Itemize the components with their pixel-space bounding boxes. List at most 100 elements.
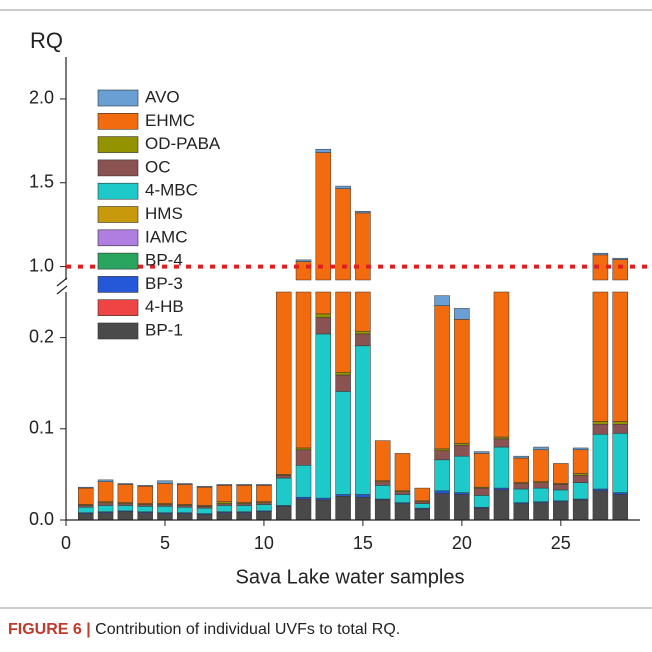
bar-segment [275,291,292,475]
bar-segment [275,506,292,521]
bar-segment [78,505,94,508]
legend-label: EHMC [145,111,195,130]
bar-segment [434,448,450,451]
bar-segment [256,502,272,505]
bar-segment [592,291,609,422]
bar-segment [572,447,589,451]
bar-segment [315,317,332,335]
bar-segment [295,259,312,262]
legend-label: BP-3 [145,274,183,293]
bar-segment [434,493,450,521]
bar-segment [493,487,510,491]
bar-segment [335,372,351,376]
legend-label: 4-HB [145,297,184,316]
bar-segment [473,451,490,454]
bar-segment [355,494,371,498]
bar-segment [454,443,470,446]
legend-label: IAMC [145,227,188,246]
bar-segment [335,391,351,495]
bar-segment [355,212,371,281]
bar-segment [315,499,332,521]
bar-segment [137,506,153,513]
bar-segment [553,484,569,491]
bar-segment [335,494,351,497]
y-tick-label: 2.0 [29,88,54,108]
bar-segment [355,291,371,332]
bar-segment [374,485,391,500]
legend-swatch [97,89,139,107]
bar-segment [414,487,431,502]
bar-segment [493,489,510,521]
bar-segment [295,447,312,451]
bar-segment [97,502,114,506]
bar-segment [295,498,312,521]
legend-swatch [97,322,139,340]
bar-segment [612,433,628,493]
bar-segment [117,503,134,506]
bar-segment [374,499,391,521]
bar-segment [335,185,351,189]
bar-segment [434,305,450,450]
bar-segment [434,459,450,492]
bar-segment [434,450,450,461]
bar-segment [157,504,173,507]
legend-swatch [97,113,139,130]
bar-segment [236,485,252,503]
legend-label: OD-PABA [145,134,221,153]
bar-segment [196,506,213,509]
bar-segment [335,496,351,521]
x-tick-label: 10 [254,533,274,553]
bar-segment [553,501,569,521]
bar-segment [454,492,470,495]
legend-label: HMS [145,204,183,223]
bar-segment [533,449,549,482]
bar-segment [612,291,628,422]
bar-segment [315,291,332,315]
legend-label: OC [145,157,171,176]
legend-label: BP-1 [145,320,183,339]
legend-swatch [97,206,139,223]
legend-label: AVO [145,87,180,106]
bar-segment [157,483,173,504]
caption-label: FIGURE 6 | [8,621,91,638]
bar-segment [315,313,332,318]
bar-segment [275,475,292,479]
legend-swatch [97,136,139,153]
bar-segment [256,511,272,521]
bar-segment [592,252,609,256]
bar-segment [177,483,193,485]
bar-segment [256,504,272,512]
bar-segment [592,434,609,490]
bar-segment [355,345,371,495]
bar-segment [335,374,351,392]
y-tick-label: 1.5 [29,172,54,192]
bar-segment [553,463,569,484]
bar-segment [236,512,252,521]
x-tick-label: 0 [61,533,71,553]
bar-segment [256,484,272,486]
bar-segment [612,257,628,260]
bar-segment [454,319,470,444]
bar-segment [97,481,114,503]
bar-segment [177,506,193,513]
bar-segment [513,457,529,483]
bar-segment [355,211,371,214]
bar-segment [117,484,134,503]
bar-segment [117,483,134,485]
bar-segment [295,449,312,466]
bar-segment [533,446,549,451]
bar-segment [513,483,529,490]
bar-segment [196,486,213,488]
bar-segment [216,505,233,513]
bar-segment [236,484,252,486]
bar-segment [216,503,233,506]
bar-segment [355,333,371,347]
bar-segment [117,505,134,512]
bar-segment [157,506,173,513]
bar-segment [572,449,589,474]
bar-segment [394,494,411,503]
bar-segment [355,330,371,335]
bar-segment [216,484,233,486]
bar-segment [394,491,411,495]
axis-break-gap [56,281,76,291]
